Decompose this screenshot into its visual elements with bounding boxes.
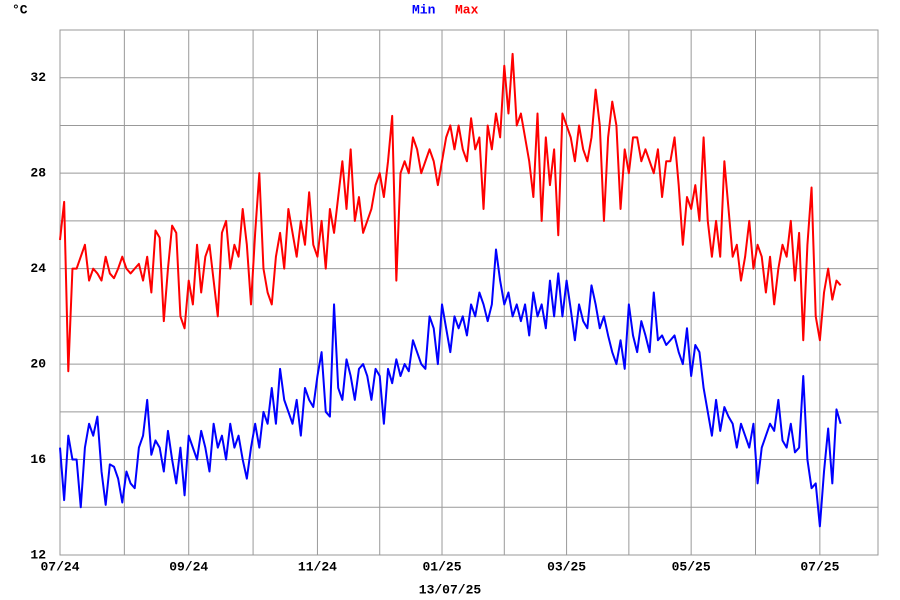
x-tick-label: 07/25: [800, 559, 839, 574]
plot-frame: [59, 29, 879, 556]
x-axis-label: 13/07/25: [419, 582, 482, 597]
legend-entry: Min: [412, 2, 436, 17]
y-tick-label: 32: [30, 70, 46, 85]
x-tick-label: 01/25: [423, 559, 462, 574]
x-tick-label: 07/24: [40, 559, 79, 574]
x-tick-label: 11/24: [298, 559, 337, 574]
y-tick-label: 20: [30, 357, 46, 372]
legend-entry: Max: [455, 2, 479, 17]
y-tick-label: 16: [30, 452, 46, 467]
x-tick-label: 05/25: [672, 559, 711, 574]
y-tick-label: 24: [30, 261, 46, 276]
x-tick-label: 03/25: [547, 559, 586, 574]
y-tick-label: 28: [30, 166, 46, 181]
y-tick-label: 12: [30, 547, 46, 562]
series-line: [59, 248, 842, 528]
y-axis-label: °C: [12, 2, 28, 17]
x-tick-label: 09/24: [169, 559, 208, 574]
series-line: [59, 52, 842, 373]
